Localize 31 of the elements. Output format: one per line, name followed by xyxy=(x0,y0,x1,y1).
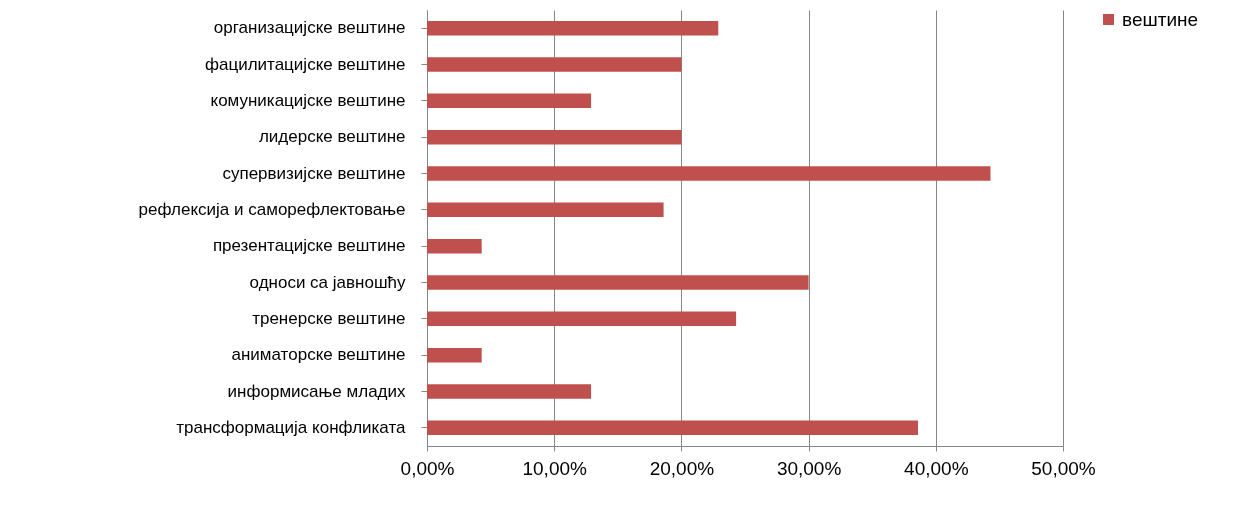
y-tick-label: односи са јавношћу xyxy=(249,272,406,292)
x-tick-label: 40,00% xyxy=(904,457,969,479)
y-tick-label: рефлексија и саморефлектовање xyxy=(138,199,406,219)
x-tick-label: 30,00% xyxy=(776,457,842,479)
bar xyxy=(427,238,482,254)
y-tick-label: лидерске вештине xyxy=(258,127,406,147)
y-tick-label: аниматорске вештине xyxy=(231,345,406,365)
x-tick-label: 0,00% xyxy=(400,457,455,479)
bar xyxy=(427,384,592,399)
bar xyxy=(427,93,592,109)
bar xyxy=(427,202,664,218)
bar xyxy=(427,275,809,290)
bar xyxy=(427,20,719,36)
bar xyxy=(427,311,737,327)
y-tick-label: тренерске вештине xyxy=(252,308,406,328)
x-tick-label: 10,00% xyxy=(522,457,588,479)
x-tick-label: 20,00% xyxy=(649,457,715,479)
y-tick-label: комуникацијске вештине xyxy=(210,90,406,110)
bar xyxy=(427,347,482,363)
y-tick-label: супервизијске вештине xyxy=(222,163,406,183)
legend-label: вештине xyxy=(1122,8,1199,30)
bar xyxy=(427,129,682,145)
x-tick-label: 50,00% xyxy=(1031,457,1096,479)
bar xyxy=(427,166,991,181)
bar xyxy=(427,420,918,436)
y-tick-label: организацијске вештине xyxy=(213,18,406,38)
y-tick-label: трансформација конфликата xyxy=(176,417,407,437)
bar xyxy=(427,57,682,72)
y-tick-label: информисање младих xyxy=(227,381,406,401)
y-tick-label: презентацијске вештине xyxy=(212,236,406,256)
y-tick-label: фацилитацијске вештине xyxy=(204,54,406,74)
